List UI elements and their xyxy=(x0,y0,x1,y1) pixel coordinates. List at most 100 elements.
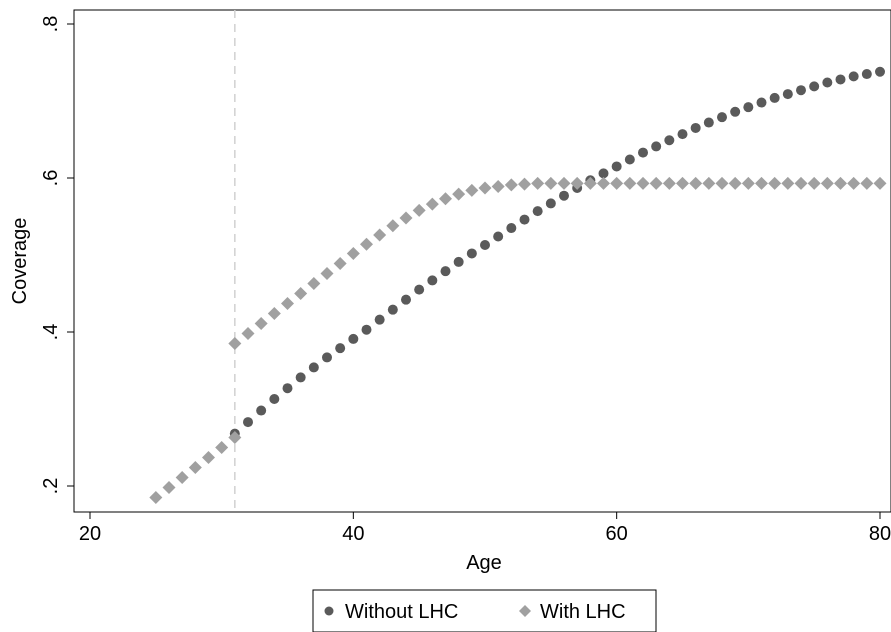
data-point xyxy=(149,491,163,505)
data-point xyxy=(611,161,622,172)
data-point xyxy=(453,256,464,267)
data-point xyxy=(335,343,346,354)
data-point xyxy=(835,74,846,85)
legend-label-without-lhc: Without LHC xyxy=(345,601,458,623)
data-point xyxy=(676,176,689,190)
data-point xyxy=(743,102,754,113)
data-point xyxy=(506,223,517,234)
data-point xyxy=(322,352,332,363)
data-point xyxy=(425,197,439,211)
y-tick-label: .4 xyxy=(40,324,62,341)
data-point xyxy=(834,176,847,190)
data-point xyxy=(623,176,637,190)
data-point xyxy=(624,154,635,165)
data-point xyxy=(768,176,782,190)
data-point xyxy=(702,176,716,190)
data-point xyxy=(728,176,742,190)
data-point xyxy=(807,176,821,190)
data-point xyxy=(333,256,347,270)
data-point xyxy=(583,176,597,190)
series-with-lhc xyxy=(149,176,887,505)
y-tick-label: .6 xyxy=(40,170,62,187)
data-point xyxy=(243,417,253,428)
data-point xyxy=(295,372,306,383)
data-point xyxy=(348,333,359,344)
data-point xyxy=(781,176,795,190)
data-point xyxy=(427,275,438,286)
data-point xyxy=(440,266,451,277)
data-point xyxy=(861,69,872,80)
data-point xyxy=(689,176,703,190)
data-point xyxy=(387,304,398,315)
data-point xyxy=(228,430,242,444)
series-layer xyxy=(149,66,887,505)
data-point xyxy=(638,147,648,158)
data-point xyxy=(518,177,531,191)
data-point xyxy=(848,71,859,82)
data-point xyxy=(677,129,688,140)
legend-box xyxy=(312,589,657,632)
legend-label-with-lhc: With LHC xyxy=(540,601,626,623)
y-tick-label: .8 xyxy=(40,16,62,33)
data-point xyxy=(756,97,767,108)
data-point xyxy=(715,176,729,190)
data-point xyxy=(544,176,558,190)
data-point xyxy=(361,324,372,335)
data-point xyxy=(241,327,255,341)
data-point xyxy=(452,187,466,201)
data-point xyxy=(649,176,663,190)
data-point xyxy=(374,314,385,325)
data-point xyxy=(570,176,584,190)
data-point xyxy=(755,176,768,190)
data-point xyxy=(531,176,545,190)
data-point xyxy=(847,176,861,190)
data-point xyxy=(769,92,780,103)
x-tick-label: 60 xyxy=(606,523,628,545)
data-point xyxy=(545,198,556,209)
data-point xyxy=(504,178,518,192)
data-point xyxy=(202,451,215,465)
x-tick-label: 40 xyxy=(342,523,364,545)
y-axis: .2 .4 .6 .8 xyxy=(40,16,74,495)
x-tick-label: 80 xyxy=(869,523,891,545)
data-point xyxy=(703,117,714,128)
data-point xyxy=(717,112,727,123)
data-point xyxy=(664,135,675,146)
data-point xyxy=(610,176,624,190)
data-point xyxy=(399,211,413,225)
data-point xyxy=(373,228,387,242)
data-point xyxy=(782,89,793,100)
data-point xyxy=(466,248,477,259)
data-point xyxy=(386,219,400,233)
x-axis: 20 40 60 80 xyxy=(79,512,891,545)
data-point xyxy=(809,81,820,92)
data-point xyxy=(412,203,426,217)
data-point xyxy=(162,481,176,495)
data-point xyxy=(228,337,242,351)
data-point xyxy=(532,206,543,217)
y-tick-label: .2 xyxy=(40,478,62,495)
data-point xyxy=(822,77,833,88)
data-point xyxy=(636,176,650,190)
data-point xyxy=(480,239,490,250)
data-point xyxy=(662,176,676,190)
y-axis-label: Coverage xyxy=(9,218,31,305)
data-point xyxy=(597,176,610,190)
data-point xyxy=(875,66,885,77)
data-point xyxy=(401,294,411,305)
data-point xyxy=(256,405,267,416)
data-point xyxy=(254,317,268,331)
data-point xyxy=(730,106,741,117)
legend-marker-without-lhc xyxy=(324,606,334,616)
series-without-lhc xyxy=(229,66,885,439)
data-point xyxy=(267,307,281,321)
data-point xyxy=(281,297,294,311)
data-point xyxy=(320,266,334,280)
data-point xyxy=(598,168,609,179)
data-point xyxy=(690,122,701,133)
data-point xyxy=(308,362,319,373)
data-point xyxy=(860,176,874,190)
data-point xyxy=(215,441,229,454)
data-point xyxy=(269,393,280,404)
